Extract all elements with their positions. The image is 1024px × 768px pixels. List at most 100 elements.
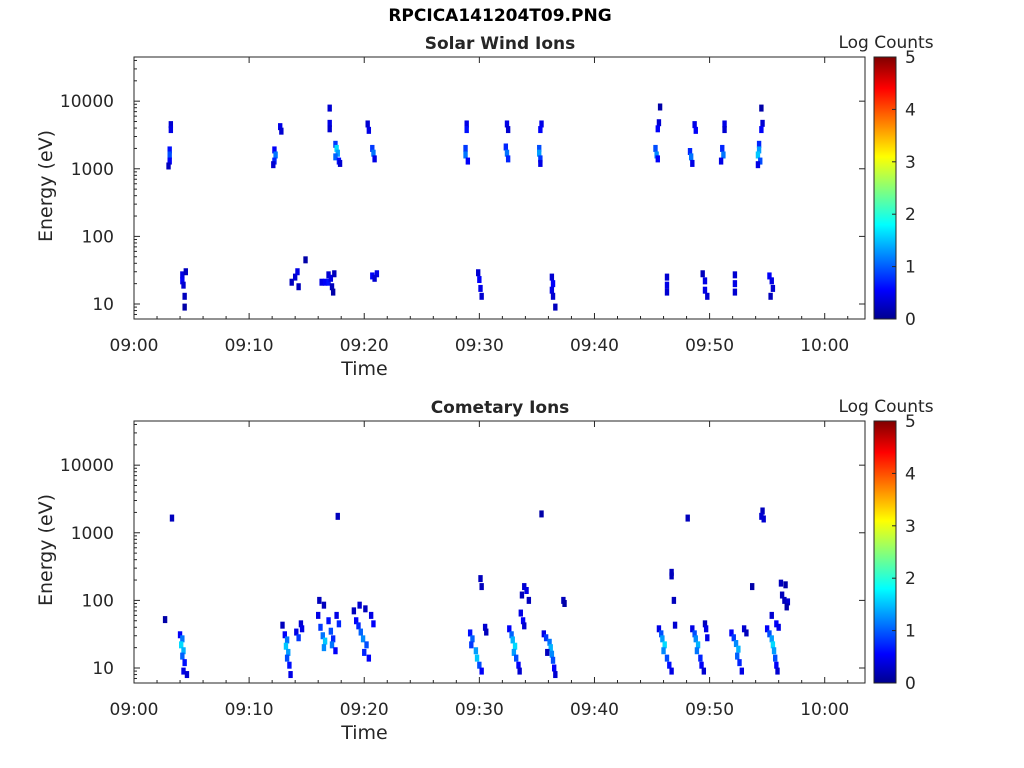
heatmap-cell	[366, 654, 372, 662]
heatmap-cell	[328, 274, 334, 282]
heatmap-cell	[538, 155, 543, 163]
heatmap-cell	[756, 140, 762, 148]
heatmap-cell	[657, 103, 663, 111]
colorbar-tick-label: 0	[905, 310, 916, 330]
plot-area	[133, 420, 866, 684]
heatmap-cell	[166, 162, 171, 170]
heatmap-cell	[759, 512, 764, 520]
heatmap-cell	[779, 591, 785, 599]
heatmap-cell	[550, 656, 556, 664]
heatmap-cell	[353, 617, 359, 625]
heatmap-cell	[180, 277, 185, 285]
heatmap-cell	[756, 146, 762, 154]
heatmap-cell	[463, 151, 468, 159]
heatmap-cell	[759, 126, 764, 134]
heatmap-cell	[760, 119, 765, 127]
panel-solar-wind-ions: 09:00 09:10 09:20 09:30 09:40 09:50 10:0010100…	[35, 33, 934, 380]
heatmap-cell	[356, 622, 361, 630]
heatmap-cell	[522, 583, 527, 591]
heatmap-cell	[177, 631, 183, 639]
heatmap-cell	[332, 270, 337, 278]
heatmap-cell	[363, 605, 368, 613]
heatmap-cell	[739, 667, 745, 675]
x-tick-label: 10:00	[800, 336, 849, 356]
heatmap-cell	[470, 635, 475, 643]
heatmap-cell	[372, 155, 377, 163]
heatmap-cell	[169, 514, 175, 522]
heatmap-cell	[288, 671, 293, 679]
heatmap-cell	[326, 617, 331, 625]
heatmap-cell	[168, 126, 174, 134]
heatmap-cell	[553, 303, 558, 311]
heatmap-cell	[283, 642, 289, 650]
heatmap-cell	[374, 270, 380, 278]
heatmap-cell	[509, 631, 514, 639]
heatmap-cell	[770, 284, 776, 292]
heatmap-cell	[767, 630, 772, 638]
panel-cometary-ions: 09:00 09:10 09:20 09:30 09:40 09:50 10:0010100…	[35, 397, 934, 744]
heatmap-cell	[660, 635, 665, 643]
heatmap-cell	[479, 583, 484, 591]
heatmap-cell	[329, 283, 335, 291]
heatmap-cell	[327, 104, 332, 112]
heatmap-cell	[336, 620, 342, 628]
heatmap-cell	[334, 611, 339, 619]
heatmap-cell	[372, 274, 377, 282]
heatmap-cell	[732, 288, 738, 296]
heatmap-cell	[294, 628, 299, 636]
heatmap-cell	[322, 278, 328, 286]
heatmap-cell	[685, 514, 690, 522]
heatmap-cell	[671, 596, 677, 604]
heatmap-cell	[334, 144, 339, 152]
heatmap-cell	[335, 512, 340, 520]
heatmap-cell	[550, 280, 556, 288]
heatmap-cell	[771, 647, 777, 655]
heatmap-cell	[335, 149, 340, 157]
heatmap-cell	[549, 286, 555, 294]
heatmap-cell	[549, 650, 555, 658]
colorbar-tick-label: 5	[905, 412, 916, 432]
heatmap-cell	[664, 654, 670, 662]
heatmap-cell	[287, 661, 292, 669]
heatmap-cell	[720, 144, 725, 152]
heatmap-cell	[744, 629, 749, 637]
plot-area	[133, 56, 866, 320]
heatmap-cell	[538, 159, 543, 167]
heatmap-cell	[473, 647, 479, 655]
heatmap-cell	[327, 125, 332, 133]
heatmap-cell	[539, 510, 544, 518]
x-tick-label: 09:40	[570, 336, 619, 356]
x-axis-label: Time	[340, 358, 388, 380]
heatmap-cell	[181, 647, 186, 655]
x-tick-label: 09:20	[340, 700, 389, 720]
heatmap-cell	[362, 648, 367, 656]
heatmap-cell	[469, 641, 474, 649]
heatmap-cell	[694, 647, 700, 655]
heatmap-cell	[702, 277, 708, 285]
heatmap-cell	[183, 268, 188, 276]
heatmap-cell	[330, 635, 336, 643]
x-tick-label: 09:20	[340, 336, 389, 356]
heatmap-cell	[722, 120, 727, 128]
heatmap-cell	[370, 272, 375, 280]
heatmap-cell	[321, 644, 327, 652]
heatmap-cell	[539, 120, 544, 128]
heatmap-cell	[785, 598, 791, 606]
heatmap-cell	[179, 641, 184, 649]
heatmap-cell	[700, 270, 705, 278]
heatmap-cell	[784, 603, 789, 611]
heatmap-cell	[365, 120, 370, 128]
heatmap-cell	[510, 636, 515, 644]
heatmap-cell	[465, 157, 471, 165]
heatmap-cell	[662, 641, 667, 649]
heatmap-cell	[537, 144, 542, 152]
heatmap-cell	[775, 667, 780, 675]
heatmap-cell	[289, 278, 294, 286]
x-tick-label: 09:00	[110, 336, 159, 356]
heatmap-cell	[541, 630, 547, 638]
heatmap-cell	[271, 161, 276, 169]
heatmap-cell	[655, 125, 660, 133]
heatmap-cell	[768, 292, 773, 300]
heatmap-cell	[764, 625, 770, 633]
